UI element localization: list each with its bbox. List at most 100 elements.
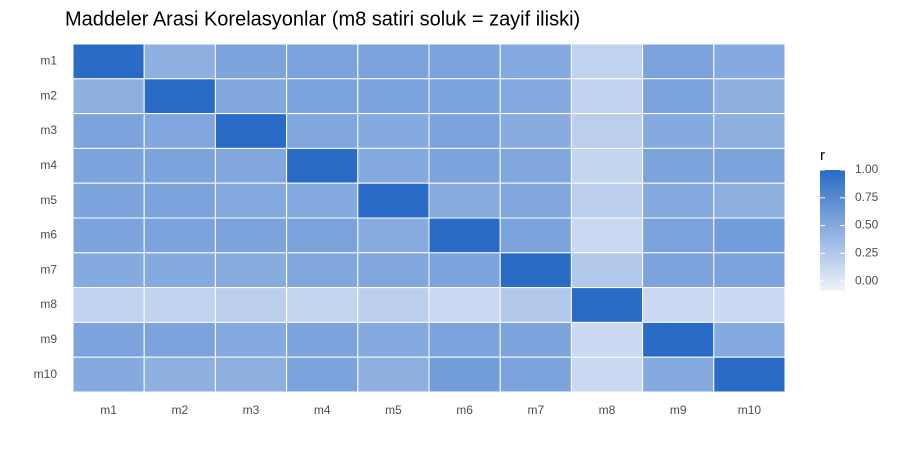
colorbar-segment: [820, 221, 845, 225]
cell: [72, 356, 145, 393]
colorbar-segment: [820, 176, 845, 180]
cell: [286, 113, 359, 149]
colorbar-segment: [820, 218, 845, 222]
cell: [642, 356, 715, 393]
cell: [570, 356, 644, 393]
y-tick-label: m10: [34, 367, 58, 381]
y-tick-label: m7: [40, 262, 57, 276]
colorbar-segment: [820, 224, 845, 228]
colorbar-segment: [820, 170, 845, 174]
cell: [642, 43, 715, 80]
cell: [428, 113, 501, 149]
y-tick-label: m5: [40, 193, 57, 207]
cell: [570, 287, 644, 323]
cell: [143, 78, 216, 115]
cell: [713, 43, 786, 80]
colorbar-segment: [820, 287, 845, 291]
colorbar-segment: [820, 242, 845, 246]
x-tick-label: m5: [385, 403, 402, 417]
cell: [499, 287, 572, 323]
cell: [214, 78, 288, 115]
cell: [428, 252, 501, 289]
cell: [72, 182, 145, 219]
cell: [428, 217, 501, 254]
cell: [143, 43, 216, 80]
colorbar-segment: [820, 251, 845, 255]
x-tick-label: m10: [738, 403, 762, 417]
cell: [357, 356, 430, 393]
colorbar-segment: [820, 266, 845, 270]
cell: [499, 147, 572, 184]
cell: [642, 182, 715, 219]
cell: [72, 43, 145, 80]
cell: [214, 252, 288, 289]
cell: [143, 113, 216, 149]
y-tick-label: m8: [40, 297, 57, 311]
cell: [286, 287, 359, 323]
colorbar-segment: [820, 233, 845, 237]
cell: [214, 287, 288, 323]
cell: [642, 147, 715, 184]
colorbar-segment: [820, 173, 845, 177]
cell: [143, 321, 216, 358]
colorbar-segment: [820, 281, 845, 285]
cell: [499, 78, 572, 115]
cell: [642, 78, 715, 115]
cell: [428, 147, 501, 184]
cell: [357, 321, 430, 358]
cell: [570, 113, 644, 149]
colorbar-segment: [820, 179, 845, 183]
cell: [214, 147, 288, 184]
cell: [570, 43, 644, 80]
cell: [642, 287, 715, 323]
cell: [499, 113, 572, 149]
cell: [214, 321, 288, 358]
cell: [713, 217, 786, 254]
cell: [428, 43, 501, 80]
cell: [72, 321, 145, 358]
cell: [428, 182, 501, 219]
cell: [357, 287, 430, 323]
cell: [357, 43, 430, 80]
colorbar-label: 0.00: [855, 273, 879, 287]
colorbar-label: 0.25: [855, 246, 879, 260]
colorbar-segment: [820, 257, 845, 261]
colorbar-segment: [820, 215, 845, 219]
cell: [642, 321, 715, 358]
colorbar-segment: [820, 245, 845, 249]
cell: [143, 182, 216, 219]
cell: [143, 252, 216, 289]
colorbar-segment: [820, 209, 845, 213]
cell: [72, 78, 145, 115]
cell: [428, 287, 501, 323]
cell: [642, 252, 715, 289]
colorbar-segment: [820, 185, 845, 189]
cell: [143, 356, 216, 393]
colorbar-segment: [820, 248, 845, 252]
colorbar-segment: [820, 260, 845, 264]
legend-title: r: [820, 147, 825, 164]
cell: [286, 78, 359, 115]
colorbar-segment: [820, 203, 845, 207]
cell: [642, 217, 715, 254]
x-tick-label: m7: [527, 403, 544, 417]
colorbar-segment: [820, 272, 845, 276]
cell: [570, 217, 644, 254]
colorbar-segment: [820, 197, 845, 201]
colorbar-segment: [820, 194, 845, 198]
y-tick-label: m6: [40, 228, 57, 242]
cell: [499, 356, 572, 393]
cell: [499, 321, 572, 358]
x-tick-label: m6: [456, 403, 473, 417]
cell: [214, 217, 288, 254]
cell: [713, 147, 786, 184]
y-tick-label: m4: [40, 158, 57, 172]
cell: [570, 182, 644, 219]
colorbar-segment: [820, 254, 845, 258]
colorbar-segment: [820, 275, 845, 279]
cell: [143, 287, 216, 323]
colorbar-segment: [820, 191, 845, 195]
cell: [428, 356, 501, 393]
cell: [713, 78, 786, 115]
colorbar-label: 0.50: [855, 218, 879, 232]
